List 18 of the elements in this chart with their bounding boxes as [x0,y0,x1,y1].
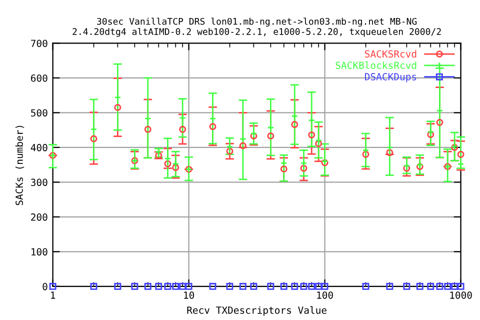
legend-label: SACKSRcvd [365,50,416,58]
y-tick-label: 300 [31,178,48,186]
legend-label: DSACKDups [365,73,416,82]
y-tick-label: 100 [32,248,48,256]
y-tick-label: 700 [31,40,48,48]
x-tick-label: 1 [51,292,56,299]
chart-title: 30sec VanillaTCP DRS lon01.mb-ng.net->lon03.mb-ng.net MB-NG 2.4.20dtg4 altAIMD-0.2 web100-2.2.1, e1000-5.2.20, txqueuelen 2000/2 [72,18,441,37]
y-axis-title: SACKs (number) [15,126,24,206]
x-axis-title: Recv TXDescriptors Value [187,306,326,316]
legend-label: SACKBlocksRcvd [336,61,416,69]
x-tick-label: 100 [317,291,333,299]
y-tick-label: 200 [31,213,48,221]
y-tick-label: 500 [31,109,48,117]
x-tick-label: 1000 [450,291,472,299]
y-tick-label: 600 [31,74,48,82]
x-tick-label: 10 [184,291,194,299]
y-tick-label: 0 [42,282,48,290]
y-tick-label: 400 [30,144,48,152]
